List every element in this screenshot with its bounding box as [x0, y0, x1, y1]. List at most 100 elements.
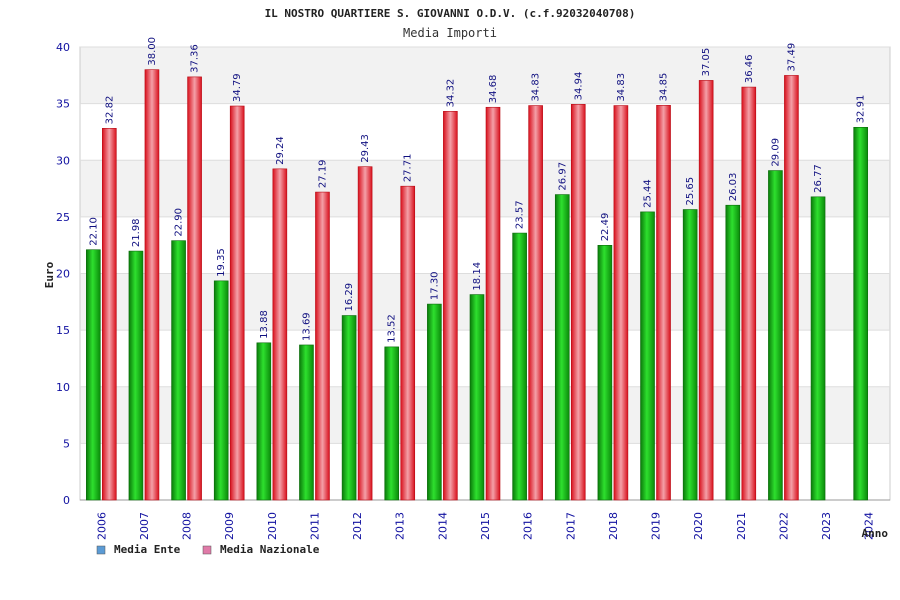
bar-media-ente	[682, 209, 698, 501]
bar-media-nazionale	[102, 128, 117, 501]
chart-title: IL NOSTRO QUARTIERE S. GIOVANNI O.D.V. (…	[265, 7, 636, 20]
bar-media-ente	[469, 294, 485, 501]
data-label: 22.49	[600, 213, 611, 242]
data-label: 34.83	[616, 73, 627, 102]
x-tick-label: 2007	[138, 512, 151, 540]
bar-media-ente	[768, 170, 783, 501]
x-tick-label: 2022	[777, 512, 790, 540]
x-axis-label: Anno	[862, 527, 889, 540]
legend-label-media-nazionale: Media Nazionale	[220, 543, 320, 556]
bar-media-ente	[853, 126, 868, 501]
y-tick-label: 40	[56, 41, 70, 54]
bar-media-ente	[810, 196, 826, 501]
x-tick-label: 2021	[735, 512, 748, 540]
y-axis-label: Euro	[43, 261, 56, 288]
bar-media-nazionale	[613, 105, 629, 501]
bar-media-ente	[256, 342, 272, 501]
y-tick-label: 15	[56, 324, 70, 337]
y-tick-label: 20	[56, 268, 70, 281]
data-label: 21.98	[131, 218, 142, 247]
data-label: 27.71	[403, 154, 414, 183]
value-labels: 22.10 32.82 21.98 38.00 22.90 37.36 19.35 34.79…	[88, 37, 866, 343]
data-label: 37.05	[701, 48, 712, 77]
bar-media-nazionale	[144, 69, 160, 501]
data-label: 29.09	[770, 138, 781, 167]
x-tick-label: 2017	[564, 512, 577, 540]
x-tick-label: 2012	[351, 512, 364, 540]
data-label: 13.69	[301, 312, 312, 341]
bar-media-nazionale	[570, 104, 586, 501]
bar-media-nazionale	[187, 76, 202, 501]
y-tick-label: 5	[63, 437, 70, 450]
bars	[86, 69, 868, 501]
data-label: 18.14	[472, 262, 483, 291]
x-tick-label: 2016	[522, 512, 535, 540]
x-tick-label: 2020	[692, 512, 705, 540]
data-label: 23.57	[515, 200, 526, 229]
bar-media-ente	[171, 240, 186, 501]
y-axis-ticks: 0 5 10 15 20 25 30 35 40	[56, 41, 70, 507]
data-label: 17.30	[429, 271, 440, 300]
y-tick-label: 30	[56, 154, 70, 167]
bar-media-nazionale	[272, 168, 288, 501]
data-label: 37.49	[786, 43, 797, 72]
bar-media-nazionale	[443, 111, 458, 501]
data-label: 13.88	[259, 310, 270, 339]
bar-media-ente	[384, 346, 400, 501]
legend-swatch-media-nazionale	[202, 545, 212, 555]
bar-media-nazionale	[528, 105, 543, 501]
bar-media-nazionale	[656, 105, 671, 501]
data-label: 26.77	[813, 164, 824, 193]
chart-subtitle: Media Importi	[403, 26, 497, 40]
y-tick-label: 0	[63, 494, 70, 507]
data-label: 22.90	[174, 208, 185, 237]
data-label: 36.46	[744, 54, 755, 83]
x-tick-label: 2014	[436, 512, 449, 540]
bar-media-nazionale	[229, 105, 245, 501]
bar-media-ente	[725, 204, 741, 501]
data-label: 32.91	[856, 95, 867, 124]
x-tick-label: 2011	[308, 512, 321, 540]
data-label: 22.10	[88, 217, 99, 246]
data-label: 26.03	[728, 173, 739, 202]
bar-media-nazionale	[315, 191, 330, 501]
data-label: 34.32	[445, 79, 456, 108]
bar-media-nazionale	[400, 185, 416, 501]
bar-media-ente	[213, 280, 229, 501]
x-tick-label: 2013	[394, 512, 407, 540]
data-label: 29.24	[275, 136, 286, 165]
bar-media-ente	[512, 232, 527, 501]
y-tick-label: 25	[56, 211, 70, 224]
bar-media-ente	[640, 211, 655, 501]
data-label: 27.19	[317, 159, 328, 188]
x-axis-ticks: 2006 2007 2008 2009 2010 2011 2012 2013 2014 2015…	[95, 512, 875, 540]
data-label: 37.36	[190, 44, 201, 73]
bar-media-nazionale	[741, 86, 757, 501]
legend: Media Ente Media Nazionale	[96, 543, 320, 556]
data-label: 34.85	[659, 73, 670, 102]
bar-media-nazionale	[698, 80, 714, 501]
data-label: 32.82	[104, 96, 115, 125]
bar-media-nazionale	[357, 166, 373, 501]
bar-media-ente	[597, 245, 613, 501]
bar-media-ente	[299, 344, 314, 501]
x-tick-label: 2024	[863, 512, 876, 540]
data-label: 34.83	[531, 73, 542, 102]
data-label: 34.94	[573, 72, 584, 101]
bar-media-ente	[341, 315, 357, 501]
bar-media-ente	[86, 249, 101, 501]
data-label: 34.79	[232, 73, 243, 102]
x-tick-label: 2019	[650, 512, 663, 540]
x-tick-label: 2018	[607, 512, 620, 540]
data-label: 16.29	[344, 283, 355, 312]
x-tick-label: 2010	[266, 512, 279, 540]
bar-media-ente	[128, 250, 144, 501]
legend-swatch-media-ente	[96, 545, 106, 555]
data-label: 38.00	[147, 37, 158, 66]
bar-media-nazionale	[784, 75, 799, 501]
x-tick-label: 2009	[223, 512, 236, 540]
x-tick-label: 2015	[479, 512, 492, 540]
data-label: 19.35	[216, 248, 227, 277]
y-tick-label: 35	[56, 98, 70, 111]
